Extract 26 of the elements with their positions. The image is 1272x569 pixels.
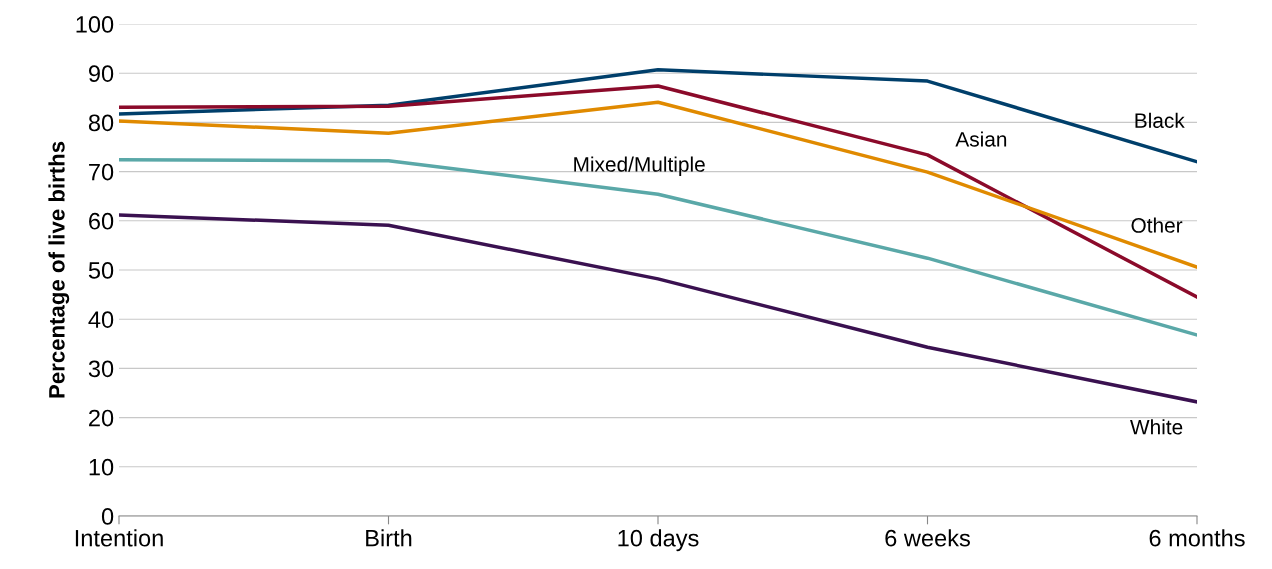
- y-axis-title: Percentage of live births: [48, 141, 70, 398]
- y-tick-label: 10: [89, 458, 114, 476]
- y-tick-label: 60: [89, 212, 114, 230]
- line-series: [119, 213, 1197, 404]
- x-tick-label: Intention: [75, 529, 163, 547]
- series-label: Black: [1135, 112, 1185, 128]
- x-tick-label: 6 weeks: [885, 529, 970, 547]
- y-tick-label: 30: [88, 360, 114, 378]
- series-label: White: [1130, 419, 1183, 435]
- y-tick-label: 70: [89, 163, 114, 181]
- y-tick-label: 20: [89, 409, 114, 427]
- y-tick-label: 100: [76, 16, 114, 33]
- y-tick-label: 80: [88, 114, 114, 132]
- y-tick-label: 90: [88, 65, 114, 82]
- x-tick-label: 6 months: [1149, 529, 1245, 547]
- y-tick-label: 50: [88, 262, 114, 279]
- series-label: Mixed/Multiple: [574, 156, 705, 176]
- line-series: [119, 158, 1197, 337]
- x-tick-label: 10 days: [618, 529, 699, 552]
- line-series: [119, 84, 1197, 299]
- y-tick-label: 40: [88, 311, 114, 328]
- y-tick-label: 0: [101, 508, 114, 525]
- series-label: Asian: [955, 131, 1007, 147]
- line-series: [119, 100, 1197, 269]
- series-label: Other: [1131, 217, 1183, 233]
- x-tick-label: Birth: [366, 529, 412, 547]
